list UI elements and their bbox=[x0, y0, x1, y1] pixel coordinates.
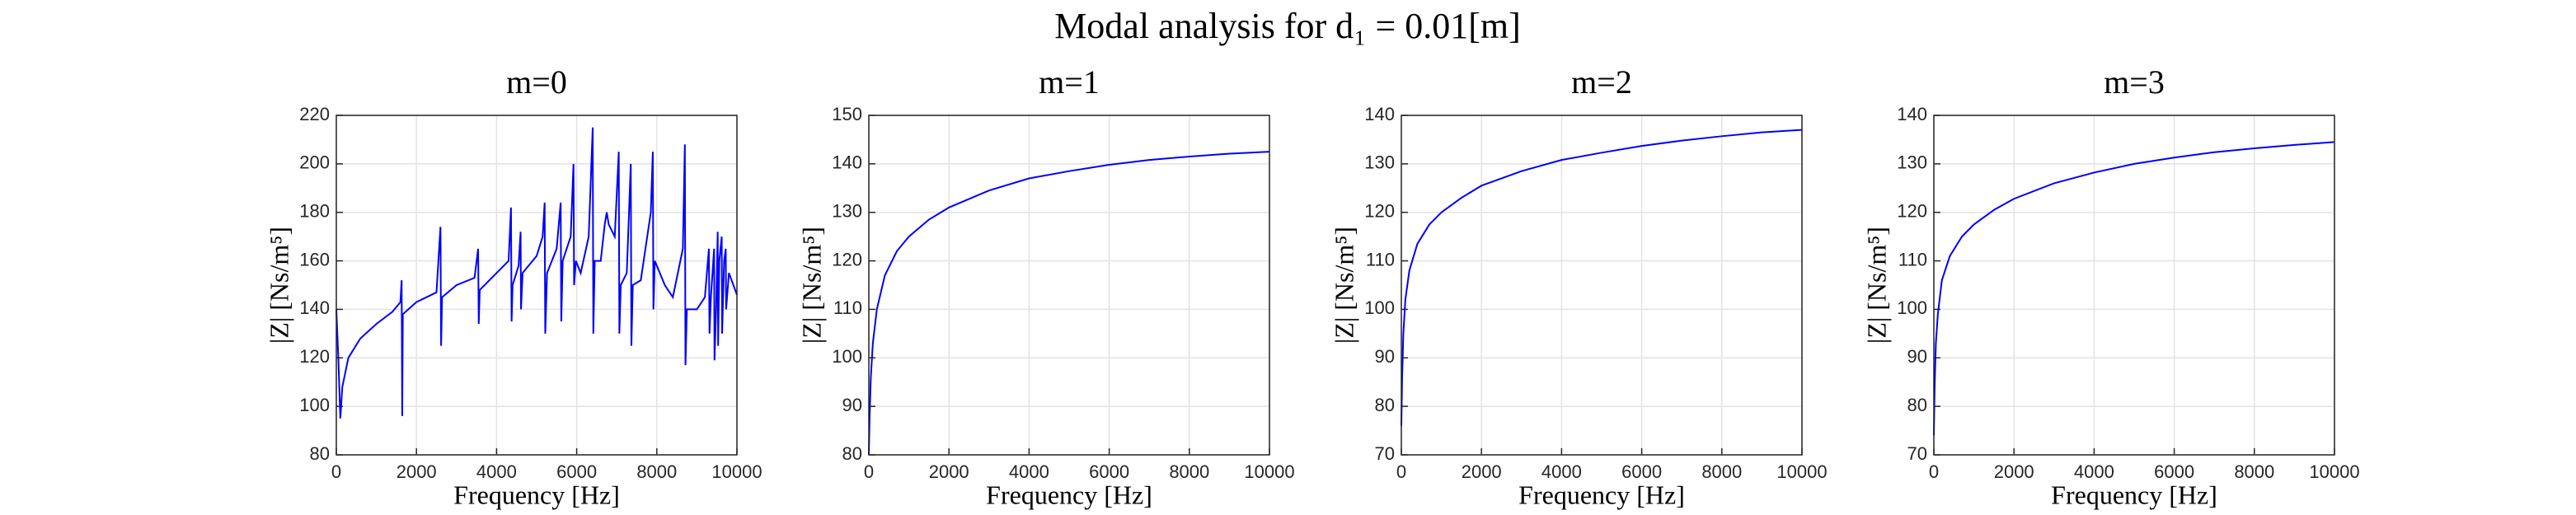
plot-area bbox=[869, 115, 1269, 455]
x-tick-label: 6000 bbox=[1621, 461, 1662, 482]
y-tick-label: 140 bbox=[1897, 104, 1927, 124]
x-axis-label: Frequency [Hz] bbox=[453, 480, 620, 509]
y-tick-label: 70 bbox=[1375, 443, 1395, 464]
x-tick-label: 10000 bbox=[711, 461, 762, 482]
y-tick-label: 90 bbox=[842, 395, 862, 415]
y-tick-label: 120 bbox=[1897, 201, 1927, 222]
x-axis-label: Frequency [Hz] bbox=[986, 480, 1152, 509]
axes-box bbox=[335, 115, 738, 456]
axes-box bbox=[1933, 115, 2335, 456]
y-tick-label: 80 bbox=[1907, 395, 1927, 415]
x-tick-label: 2000 bbox=[1462, 461, 1502, 482]
subplot: 0 2000 4000 6000 8000 10000 80 100 120 140 160 180 2… bbox=[264, 63, 762, 509]
y-tick-label: 110 bbox=[1898, 249, 1927, 269]
y-tick-label: 140 bbox=[1364, 104, 1395, 124]
x-tick-label: 4000 bbox=[1009, 461, 1049, 482]
y-tick-label: 120 bbox=[1364, 201, 1395, 222]
y-tick-label: 80 bbox=[310, 443, 330, 464]
subplot: 0 2000 4000 6000 8000 10000 80 90 100 110 120 130 14… bbox=[796, 63, 1294, 509]
x-axis-label: Frequency [Hz] bbox=[2051, 480, 2217, 509]
x-tick-label: 8000 bbox=[1701, 461, 1742, 482]
x-tick-label: 10000 bbox=[2309, 461, 2359, 482]
y-tick-label: 100 bbox=[1897, 297, 1927, 318]
y-tick-label: 70 bbox=[1907, 443, 1927, 464]
x-tick-label: 8000 bbox=[1169, 461, 1209, 482]
x-tick-label: 0 bbox=[1929, 461, 1939, 482]
y-axis-label: |Z| [Ns/m⁵] bbox=[1861, 227, 1891, 344]
y-axis-label: |Z| [Ns/m⁵] bbox=[1329, 227, 1358, 344]
subplot-title: m=1 bbox=[1039, 63, 1100, 101]
figure-title: Modal analysis for d₁ = 0.01[m] bbox=[1054, 6, 1521, 46]
plot-area bbox=[1934, 115, 2334, 455]
plot-area bbox=[336, 115, 737, 455]
x-tick-label: 0 bbox=[331, 461, 341, 482]
x-tick-label: 6000 bbox=[556, 461, 597, 482]
x-tick-label: 4000 bbox=[1541, 461, 1582, 482]
y-tick-label: 90 bbox=[1907, 346, 1927, 367]
x-tick-label: 0 bbox=[1396, 461, 1406, 482]
y-tick-label: 90 bbox=[1375, 346, 1395, 367]
x-tick-label: 8000 bbox=[636, 461, 677, 482]
y-tick-label: 120 bbox=[299, 346, 330, 367]
plot-area bbox=[1401, 115, 1802, 455]
x-tick-label: 2000 bbox=[1994, 461, 2034, 482]
data-line bbox=[1933, 141, 2335, 436]
y-tick-label: 140 bbox=[832, 152, 862, 173]
subplot-title: m=0 bbox=[506, 63, 567, 101]
y-tick-label: 220 bbox=[299, 104, 330, 124]
y-tick-label: 100 bbox=[1364, 297, 1395, 318]
data-line bbox=[1401, 129, 1803, 426]
y-tick-label: 100 bbox=[299, 395, 330, 415]
y-tick-label: 150 bbox=[832, 104, 862, 124]
subplot-title: m=2 bbox=[1571, 63, 1632, 101]
x-axis-label: Frequency [Hz] bbox=[1518, 480, 1685, 509]
axes-box bbox=[868, 115, 1270, 456]
y-axis-label: |Z| [Ns/m⁵] bbox=[796, 227, 826, 344]
subplot: 0 2000 4000 6000 8000 10000 70 80 90 100 110 120 130… bbox=[1329, 63, 1827, 509]
x-tick-label: 4000 bbox=[2074, 461, 2114, 482]
x-tick-label: 4000 bbox=[476, 461, 517, 482]
x-tick-label: 6000 bbox=[1089, 461, 1129, 482]
x-tick-label: 10000 bbox=[1244, 461, 1294, 482]
y-tick-label: 180 bbox=[299, 201, 330, 222]
data-line bbox=[335, 127, 738, 419]
y-tick-label: 100 bbox=[832, 346, 862, 367]
y-tick-label: 200 bbox=[299, 152, 330, 173]
x-tick-label: 10000 bbox=[1776, 461, 1827, 482]
x-tick-label: 8000 bbox=[2234, 461, 2274, 482]
y-tick-label: 110 bbox=[1366, 249, 1395, 269]
x-tick-label: 2000 bbox=[929, 461, 969, 482]
y-tick-label: 140 bbox=[299, 297, 330, 318]
y-tick-label: 130 bbox=[832, 201, 862, 222]
x-tick-label: 6000 bbox=[2154, 461, 2194, 482]
y-tick-label: 130 bbox=[1897, 152, 1927, 173]
y-axis-label: |Z| [Ns/m⁵] bbox=[264, 227, 293, 344]
x-tick-label: 2000 bbox=[396, 461, 437, 482]
subplot: 0 2000 4000 6000 8000 10000 70 80 90 100 110 120 130… bbox=[1861, 63, 2359, 509]
subplot-title: m=3 bbox=[2104, 63, 2165, 101]
y-tick-label: 160 bbox=[299, 249, 330, 269]
y-tick-label: 120 bbox=[832, 249, 862, 269]
data-line bbox=[868, 151, 1270, 456]
x-tick-label: 0 bbox=[864, 461, 874, 482]
y-tick-label: 110 bbox=[833, 297, 862, 318]
y-tick-label: 130 bbox=[1364, 152, 1395, 173]
y-tick-label: 80 bbox=[842, 443, 862, 464]
axes-box bbox=[1401, 115, 1803, 456]
y-tick-label: 80 bbox=[1375, 395, 1395, 415]
